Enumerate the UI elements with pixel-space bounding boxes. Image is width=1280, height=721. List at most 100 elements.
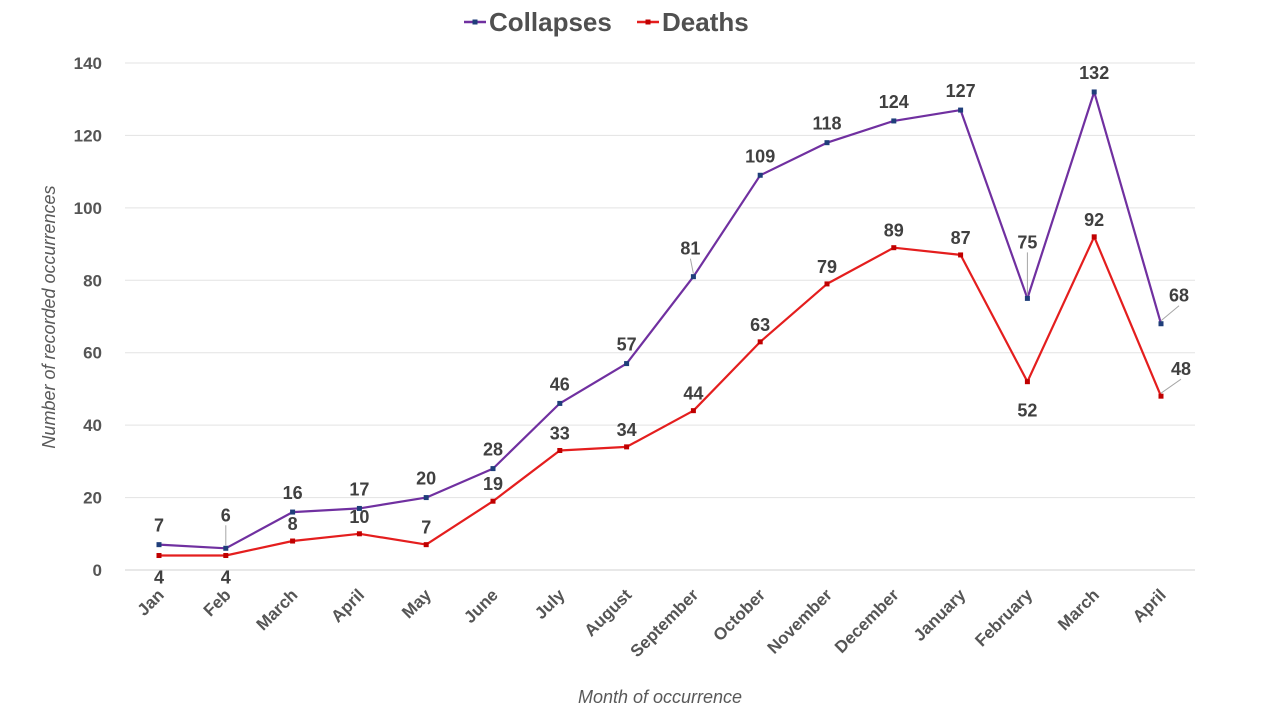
- y-tick-label-40: 40: [83, 416, 102, 435]
- data-point-deaths-5: [423, 542, 429, 548]
- data-label-collapses-16: 68: [1169, 286, 1189, 306]
- data-label-collapses-16-leader: [1160, 305, 1180, 322]
- data-label-deaths-2: 4: [221, 568, 231, 588]
- data-point-deaths-7: [557, 447, 563, 453]
- gridlines: [125, 62, 1195, 571]
- data-label-collapses-4: 17: [349, 479, 369, 499]
- x-tick-label-12: December: [831, 585, 903, 657]
- x-tick-label-3: March: [253, 585, 302, 634]
- data-label-deaths-9: 44: [683, 384, 703, 404]
- data-label-collapses-9: 81: [680, 239, 700, 259]
- series-line-collapses: [158, 90, 1163, 550]
- data-point-deaths-8: [624, 444, 630, 450]
- data-point-collapses-5: [423, 495, 429, 501]
- legend-marker-deaths: [645, 19, 651, 25]
- data-label-collapses-1: 7: [154, 516, 164, 536]
- data-label-deaths-15: 92: [1084, 210, 1104, 230]
- data-point-collapses-16: [1158, 321, 1164, 327]
- data-label-collapses-2: 6: [221, 505, 231, 525]
- data-label-deaths-5: 7: [421, 518, 431, 538]
- data-point-deaths-6: [490, 498, 496, 504]
- data-point-deaths-9: [690, 408, 696, 414]
- data-label-deaths-8: 34: [617, 420, 637, 440]
- data-point-deaths-13: [958, 252, 964, 258]
- data-point-deaths-2: [223, 553, 229, 559]
- legend[interactable]: Collapses Deaths: [464, 7, 749, 37]
- y-tick-label-80: 80: [83, 271, 102, 290]
- data-point-collapses-15: [1091, 89, 1097, 95]
- data-point-deaths-15: [1091, 234, 1097, 240]
- y-tick-label-60: 60: [83, 344, 102, 363]
- series-line-deaths: [159, 235, 1163, 557]
- series-group: [156, 89, 1164, 559]
- data-point-collapses-6: [490, 466, 496, 472]
- data-point-deaths-4: [356, 531, 362, 537]
- data-point-deaths-16: [1158, 393, 1164, 399]
- data-label-collapses-9-leader: [689, 258, 694, 274]
- x-tick-label-16: April: [1129, 585, 1170, 626]
- data-point-collapses-3: [290, 509, 296, 515]
- data-label-collapses-3: 16: [283, 483, 303, 503]
- data-point-collapses-8: [624, 361, 630, 367]
- y-tick-label-140: 140: [74, 54, 102, 73]
- data-label-deaths-6: 19: [483, 474, 503, 494]
- data-label-deaths-7: 33: [550, 423, 570, 443]
- data-point-deaths-1: [156, 553, 162, 559]
- x-tick-label-6: June: [460, 585, 501, 626]
- data-point-deaths-3: [290, 538, 296, 544]
- data-point-collapses-1: [156, 542, 162, 548]
- data-point-collapses-7: [557, 400, 563, 406]
- data-label-deaths-1: 4: [154, 568, 164, 588]
- data-point-deaths-11: [824, 281, 830, 287]
- data-label-collapses-15: 132: [1079, 63, 1109, 83]
- data-point-collapses-9: [690, 274, 696, 280]
- data-label-collapses-11: 118: [812, 114, 841, 134]
- x-axis-title: Month of occurrence: [578, 687, 742, 707]
- x-tick-label-13: January: [910, 585, 970, 645]
- x-tick-label-8: August: [581, 585, 636, 640]
- x-tick-label-7: July: [531, 585, 569, 623]
- data-label-collapses-6: 28: [483, 440, 503, 460]
- data-point-deaths-12: [891, 245, 897, 251]
- y-tick-label-120: 120: [74, 126, 102, 145]
- x-axis-ticks: Jan Feb March April May June July AugustSeptemb…: [134, 585, 1170, 661]
- data-label-collapses-7: 46: [550, 374, 570, 394]
- x-tick-label-10: October: [709, 585, 769, 645]
- y-tick-label-0: 0: [93, 561, 102, 580]
- data-label-deaths-11: 79: [817, 257, 837, 277]
- data-point-collapses-4: [356, 505, 362, 511]
- x-tick-label-4: April: [327, 585, 368, 626]
- data-label-deaths-10: 63: [750, 315, 770, 335]
- data-label-collapses-5: 20: [416, 469, 436, 489]
- x-tick-label-9: September: [627, 585, 703, 661]
- legend-label-collapses[interactable]: Collapses: [489, 7, 612, 37]
- x-tick-label-1: Jan: [134, 585, 168, 619]
- x-tick-label-2: Feb: [200, 585, 235, 620]
- x-tick-label-15: March: [1054, 585, 1103, 634]
- data-point-collapses-12: [891, 118, 897, 124]
- data-point-deaths-10: [757, 339, 763, 345]
- data-label-deaths-12: 89: [884, 221, 904, 241]
- data-label-collapses-8: 57: [617, 335, 637, 355]
- data-point-deaths-14: [1024, 379, 1030, 385]
- data-point-collapses-13: [958, 107, 964, 113]
- y-axis-ticks: 0 20 40 60 80 100 120 140: [74, 54, 102, 580]
- legend-marker-collapses: [472, 19, 478, 25]
- data-point-collapses-10: [757, 172, 763, 178]
- data-label-deaths-4: 10: [349, 507, 369, 527]
- data-label-deaths-16: 48: [1171, 359, 1191, 379]
- data-label-collapses-12: 124: [879, 92, 909, 112]
- x-tick-label-14: February: [971, 585, 1036, 650]
- x-tick-label-11: November: [764, 585, 836, 657]
- legend-label-deaths[interactable]: Deaths: [662, 7, 749, 37]
- data-label-deaths-3: 8: [288, 514, 298, 534]
- data-label-collapses-14: 75: [1017, 232, 1037, 252]
- data-label-collapses-13: 127: [946, 81, 976, 101]
- data-label-deaths-16-leader: [1160, 378, 1182, 394]
- data-point-collapses-11: [824, 140, 830, 146]
- data-point-collapses-14: [1024, 295, 1030, 301]
- data-label-deaths-14: 52: [1017, 401, 1037, 421]
- data-label-collapses-10: 109: [745, 146, 775, 166]
